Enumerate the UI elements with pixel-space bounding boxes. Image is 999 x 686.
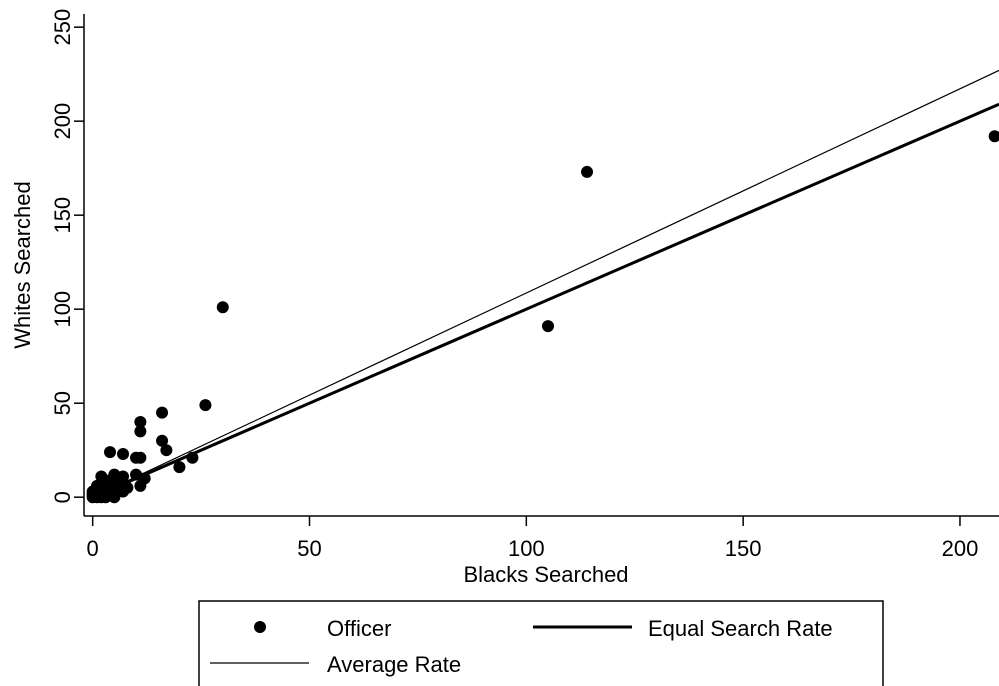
y-tick-label: 250 <box>50 9 75 46</box>
officer-point <box>121 481 134 494</box>
officer-point <box>173 461 186 474</box>
officer-point <box>186 451 199 464</box>
x-tick-label: 0 <box>87 536 99 561</box>
legend-label-average-rate: Average Rate <box>327 652 461 677</box>
y-tick-label: 50 <box>50 391 75 415</box>
y-tick-label: 150 <box>50 197 75 234</box>
officer-point <box>134 415 147 428</box>
officer-point <box>134 451 147 464</box>
legend-label-officer: Officer <box>327 616 391 641</box>
axes <box>83 14 999 517</box>
officer-point <box>156 406 169 419</box>
x-tick-label: 100 <box>508 536 545 561</box>
plot-area <box>86 69 999 504</box>
y-tick-label: 0 <box>50 491 75 503</box>
y-axis-title: Whites Searched <box>10 181 35 349</box>
x-tick-label: 150 <box>725 536 762 561</box>
axis-ticks: 0 50 100 150 200 0 50 100 150 200 250 <box>50 9 979 561</box>
officer-point <box>134 425 147 438</box>
series-line-average-rate <box>92 69 999 498</box>
officer-point <box>542 320 555 333</box>
officer-point <box>117 447 130 460</box>
officer-point <box>138 472 151 485</box>
x-tick-label: 200 <box>942 536 979 561</box>
officer-point <box>160 444 173 457</box>
officer-point <box>581 165 594 178</box>
x-axis-title: Blacks Searched <box>463 562 628 587</box>
officer-point <box>104 446 117 459</box>
legend-box <box>198 600 884 686</box>
y-tick-label: 200 <box>50 103 75 140</box>
officer-point <box>216 301 229 314</box>
officer-point <box>156 434 169 447</box>
y-tick-label: 100 <box>50 291 75 328</box>
officer-point <box>199 399 212 412</box>
officer-point <box>988 130 999 143</box>
legend-label-equal-search-rate: Equal Search Rate <box>648 616 833 641</box>
series-line-equal-search-rate <box>92 102 999 499</box>
legend: Officer Equal Search Rate Average Rate <box>198 600 884 686</box>
legend-marker-officer <box>254 621 266 633</box>
x-tick-label: 50 <box>297 536 321 561</box>
officer-point <box>117 470 130 483</box>
